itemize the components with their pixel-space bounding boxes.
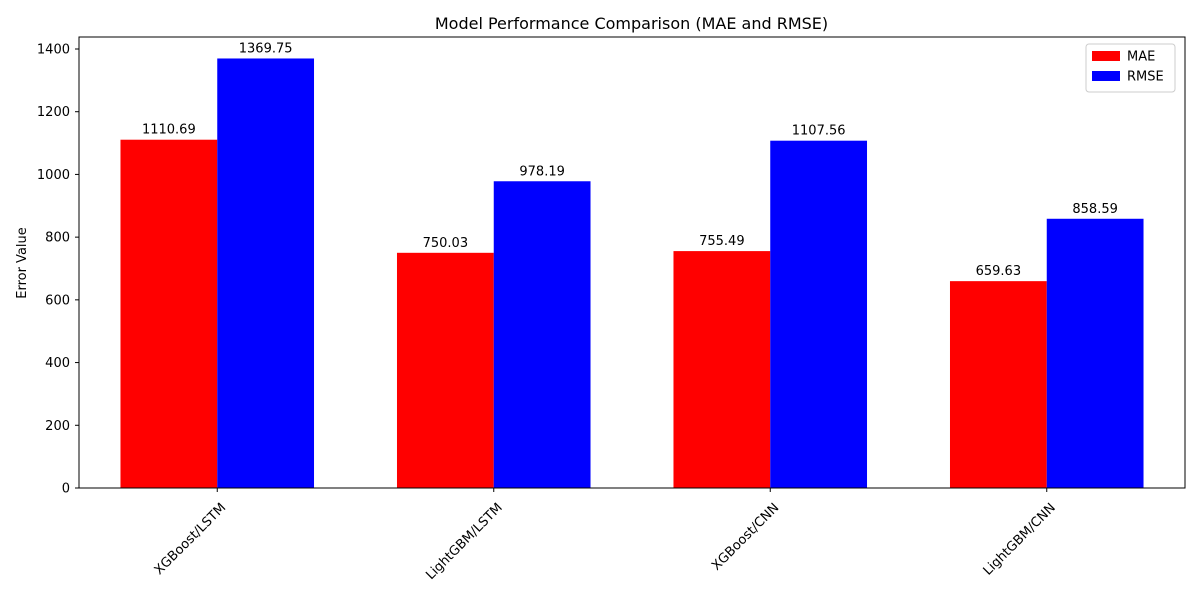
legend: MAE RMSE <box>1085 43 1176 93</box>
y-axis-label: Error Value <box>15 227 30 299</box>
plot-frame <box>78 36 1186 489</box>
bar-mae-2 <box>673 251 771 488</box>
value-label-rmse-1: 978.19 <box>519 164 565 179</box>
y-tick-label: 800 <box>45 231 70 246</box>
value-label-rmse-3: 858.59 <box>1072 202 1118 217</box>
value-labels-layer: 1110.69 750.03 755.49 659.63 1369.75 978.19 11… <box>142 41 1118 279</box>
bar-mae-3 <box>949 281 1047 488</box>
x-tick-label: XGBoost/LSTM <box>152 500 230 578</box>
x-tick-label: XGBoost/CNN <box>709 500 782 573</box>
y-tick-label: 1400 <box>37 42 70 57</box>
chart-title: Model Performance Comparison (MAE and RM… <box>435 14 828 33</box>
x-tick-label: LightGBM/LSTM <box>423 500 506 583</box>
y-tick-label: 600 <box>45 293 70 308</box>
value-label-rmse-0: 1369.75 <box>239 41 293 56</box>
bar-rmse-0 <box>217 58 315 488</box>
x-axis: XGBoost/LSTM LightGBM/LSTM XGBoost/CNN Ligh… <box>152 488 1059 583</box>
value-label-mae-1: 750.03 <box>423 236 469 251</box>
y-axis: 0 200 400 600 800 1000 1200 1400 <box>37 42 79 497</box>
value-label-mae-2: 755.49 <box>699 234 745 249</box>
bar-rmse-2 <box>770 140 868 488</box>
y-tick-label: 400 <box>45 356 70 371</box>
value-label-rmse-2: 1107.56 <box>792 124 846 139</box>
legend-label-mae: MAE <box>1127 50 1155 65</box>
bar-mae-1 <box>396 252 494 488</box>
bar-mae-0 <box>120 139 218 488</box>
x-tick-label: LightGBM/CNN <box>981 500 1059 578</box>
y-tick-label: 0 <box>62 482 70 497</box>
value-label-mae-0: 1110.69 <box>142 123 196 138</box>
legend-swatch-mae <box>1092 51 1120 61</box>
bar-rmse-3 <box>1046 218 1144 488</box>
legend-swatch-rmse <box>1092 71 1120 81</box>
bar-rmse-1 <box>493 181 591 488</box>
bars-layer <box>120 58 1144 488</box>
y-tick-label: 1200 <box>37 105 70 120</box>
y-tick-label: 200 <box>45 419 70 434</box>
y-tick-label: 1000 <box>37 168 70 183</box>
legend-label-rmse: RMSE <box>1127 70 1164 85</box>
value-label-mae-3: 659.63 <box>976 264 1022 279</box>
